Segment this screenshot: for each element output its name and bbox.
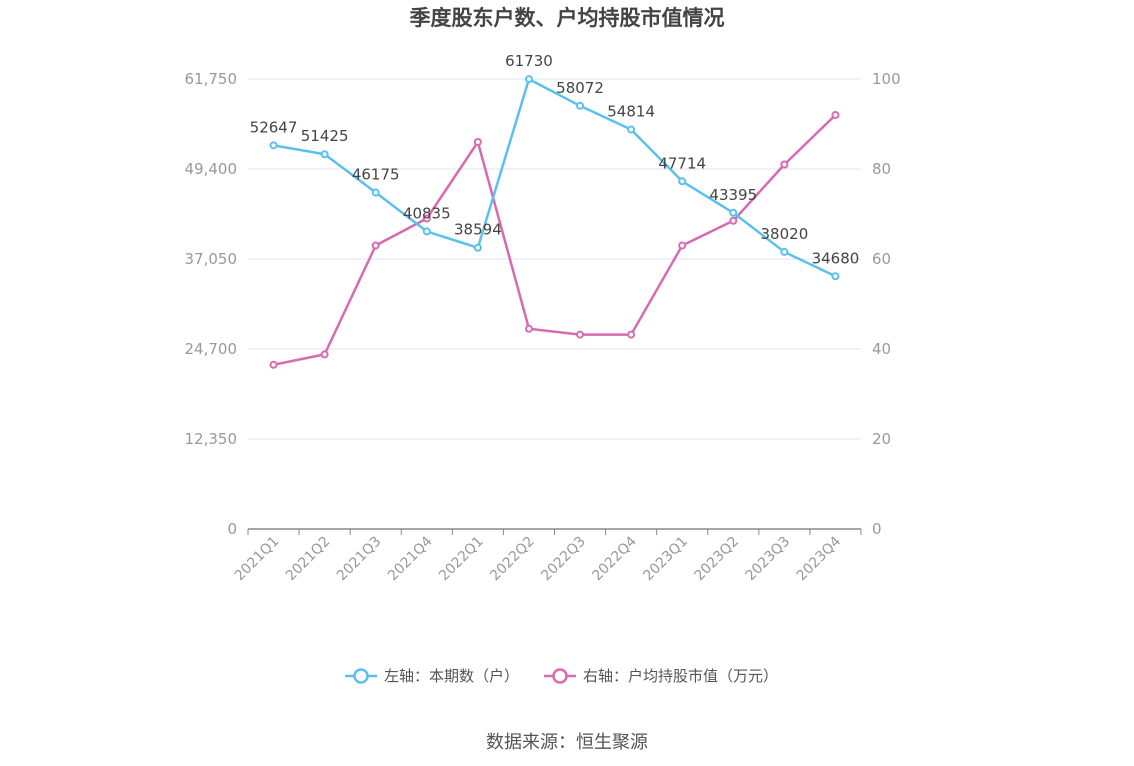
data-label: 40835	[403, 204, 451, 222]
left-tick-label: 12,350	[185, 430, 238, 448]
series-point-left	[422, 227, 431, 236]
right-tick-label: 20	[872, 430, 891, 448]
series-point-right	[320, 350, 329, 359]
data-label: 58072	[556, 79, 604, 97]
data-label: 54814	[607, 103, 655, 121]
series-point-right	[269, 360, 278, 369]
data-label: 51425	[301, 127, 349, 145]
source-text: 数据来源：恒生聚源	[486, 732, 648, 753]
x-axis: 2021Q1 2021Q2 2021Q3 2021Q4 2022Q1 2022Q2 2022…	[232, 528, 862, 585]
legend[interactable]: 左轴：本期数（户） 右轴：户均持股市值（万元）	[345, 667, 778, 685]
data-label: 46175	[352, 166, 400, 184]
series-point-left	[524, 75, 533, 84]
legend-label: 左轴：本期数（户）	[384, 667, 519, 685]
data-label: 52647	[250, 118, 298, 136]
series-line-left	[273, 77, 836, 278]
series-point-right	[678, 241, 687, 250]
data-label: 61730	[505, 52, 553, 70]
right-tick-label: 40	[872, 340, 891, 358]
series-point-right	[473, 138, 482, 146]
series-point-left	[576, 101, 585, 110]
legend-item[interactable]: 左轴：本期数（户）	[345, 667, 519, 685]
data-label: 38594	[454, 221, 502, 239]
x-tick-label: 2023Q4	[794, 533, 845, 584]
left-tick-label: 0	[227, 520, 237, 538]
right-tick-label: 60	[872, 250, 891, 268]
x-tick-label: 2023Q3	[743, 534, 794, 585]
x-tick-label: 2022Q3	[538, 534, 589, 585]
series-line-right	[273, 114, 837, 366]
x-tick-label: 2021Q4	[385, 533, 436, 584]
left-tick-label: 61,750	[185, 70, 238, 88]
series-point-right	[729, 216, 738, 225]
right-tick-label: 100	[872, 70, 901, 88]
data-label: 34680	[812, 249, 860, 267]
series-point-left	[320, 150, 329, 159]
data-label: 38020	[761, 225, 809, 243]
left-tick-label: 24,700	[185, 340, 238, 358]
data-label: 43395	[709, 186, 757, 204]
series-point-left	[678, 177, 687, 186]
series-point-right	[422, 214, 431, 223]
series-point-right	[627, 330, 636, 339]
series-point-right	[831, 111, 840, 119]
series-point-right	[780, 160, 789, 169]
x-tick-label: 2021Q1	[232, 534, 283, 585]
legend-marker	[353, 668, 369, 684]
x-tick-label: 2021Q3	[334, 534, 385, 585]
series-point-left	[831, 272, 840, 281]
grid	[248, 78, 861, 440]
series-point-right	[524, 324, 533, 333]
left-tick-label: 37,050	[185, 250, 238, 268]
legend-label: 右轴：户均持股市值（万元）	[583, 667, 778, 685]
x-tick-label: 2023Q1	[640, 534, 691, 585]
legend-marker	[552, 668, 568, 684]
x-tick-label: 2022Q4	[589, 533, 640, 584]
series-point-left	[780, 247, 789, 256]
series-point-left	[627, 125, 636, 134]
x-tick-label: 2022Q1	[436, 534, 487, 585]
x-tick-label: 2021Q2	[283, 534, 334, 585]
left-axis: 0 12,350 24,700 37,050 49,400 61,750	[185, 70, 238, 538]
right-tick-label: 80	[872, 160, 891, 178]
data-label: 47714	[658, 154, 706, 172]
x-tick-label: 2023Q2	[692, 534, 743, 585]
chart-title: 季度股东户数、户均持股市值情况	[410, 6, 725, 30]
series-point-left	[729, 208, 738, 217]
x-tick-label: 2022Q2	[487, 534, 538, 585]
series-point-left	[473, 243, 482, 252]
right-axis: 0 20 40 60 80 100	[872, 70, 901, 538]
legend-item[interactable]: 右轴：户均持股市值（万元）	[544, 667, 778, 685]
left-tick-label: 49,400	[185, 160, 238, 178]
series-point-right	[371, 241, 380, 250]
series-point-right	[576, 330, 585, 339]
series-point-left	[269, 141, 278, 150]
right-tick-label: 0	[872, 520, 882, 538]
series-point-left	[371, 188, 380, 197]
